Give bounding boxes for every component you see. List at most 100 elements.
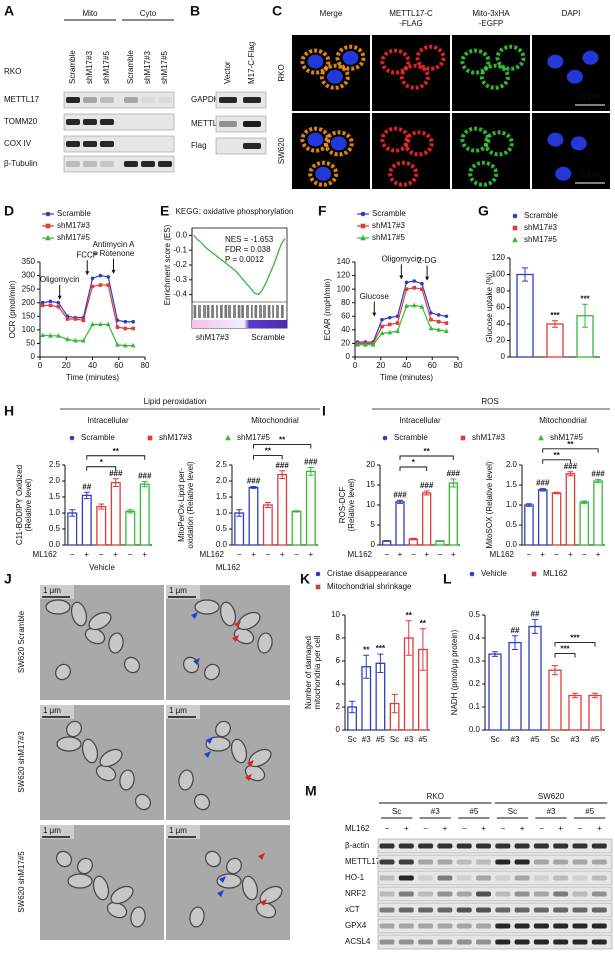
error-bar: [582, 303, 588, 328]
blot-band: [495, 923, 511, 929]
marker: [404, 280, 409, 285]
panel-label: C: [272, 3, 282, 19]
row-label: RKO: [277, 64, 286, 81]
y-tick-label: 15: [366, 480, 375, 489]
level-label: −: [500, 824, 505, 833]
blot-band: [83, 141, 97, 147]
cell-signal: [388, 160, 419, 187]
y-tick-label: 0.4: [469, 633, 481, 642]
marker: [105, 321, 111, 327]
error-bar: [349, 700, 356, 714]
legend-label: shM17#3: [372, 221, 405, 230]
annotation: Oligomycin: [40, 275, 80, 284]
row-label: RKO: [4, 67, 21, 76]
rank-bar: [192, 320, 287, 328]
cell-signal: [308, 160, 339, 187]
error-bar: [83, 491, 90, 500]
subgroup-label: Sc: [508, 807, 517, 816]
significance: ###: [138, 472, 152, 481]
y-tick-label: 80: [341, 298, 350, 307]
arrow-head: [372, 312, 377, 317]
bracket-label: **: [265, 447, 272, 456]
blot-band: [495, 843, 511, 849]
blot-band: [533, 843, 549, 849]
mitochondrion: [56, 736, 82, 752]
x-tick-label: #3: [362, 735, 371, 744]
x-tick-label: +: [540, 550, 545, 559]
treatment-label: ML162: [33, 550, 58, 559]
x-tick-label: +: [451, 550, 456, 559]
blot-band: [533, 923, 549, 929]
scale-bg: [166, 825, 200, 839]
blot-band: [533, 859, 549, 865]
blot-band: [83, 161, 97, 167]
marker: [444, 328, 449, 334]
y-tick-label: -0.4: [173, 290, 187, 299]
blot-band: [553, 859, 569, 865]
lane-label: shM17#5: [102, 51, 111, 84]
lane-label: shM17#5: [160, 51, 169, 84]
scale-bar-label: 20μm: [580, 170, 601, 179]
y-axis-label: OCR (pmol/min): [8, 280, 17, 338]
x-tick-label: −: [99, 550, 104, 559]
marker: [130, 342, 136, 348]
x-tick-label: −: [294, 550, 299, 559]
marker: [106, 283, 111, 287]
error-bar: [595, 478, 602, 484]
blot-strip: [215, 91, 267, 109]
bracket: [399, 466, 428, 471]
series-line: [357, 280, 447, 343]
level-label: −: [423, 824, 428, 833]
y-tick-label: 10: [331, 610, 340, 619]
significance: **: [363, 645, 370, 654]
y-tick-label: 2: [336, 702, 341, 711]
blot-band: [533, 939, 549, 945]
y-tick-label: 60: [341, 311, 350, 320]
bracket: [542, 459, 571, 464]
nucleus: [307, 132, 324, 147]
error-bar: [363, 654, 370, 679]
error-bar: [405, 620, 412, 656]
blot-band: [66, 161, 80, 167]
bracket: [399, 455, 454, 460]
series-line: [42, 284, 134, 330]
blot-band: [456, 923, 472, 929]
y-axis-label: (Relative level): [347, 478, 356, 531]
blot-band: [100, 161, 114, 167]
panel-label: G: [478, 203, 489, 219]
significance: ##: [511, 626, 520, 635]
x-tick-label: 40: [402, 361, 411, 370]
x-tick-label: −: [527, 550, 532, 559]
x-tick-label: 0: [353, 361, 358, 370]
mitochondrion: [108, 632, 124, 654]
blot-band: [572, 923, 588, 929]
mitochondrion: [81, 738, 99, 764]
blot-band: [398, 875, 414, 881]
blot-band: [572, 939, 588, 945]
mitochondrion: [70, 601, 88, 627]
nucleus: [315, 166, 332, 181]
blot-band: [398, 843, 414, 849]
subgroup-label: #5: [469, 807, 478, 816]
column-label: DAPI: [562, 9, 581, 18]
x-tick-label: −: [438, 550, 443, 559]
cell-signal: [483, 130, 514, 157]
y-tick-label: 100: [22, 325, 36, 334]
panel-label: J: [4, 571, 12, 587]
error-bar: [592, 692, 598, 699]
blot-band: [533, 907, 549, 913]
bracket-label: **: [553, 451, 560, 460]
marker: [419, 303, 425, 309]
blot-band: [514, 859, 530, 865]
blot-band: [418, 907, 434, 913]
marker: [404, 287, 409, 291]
bracket-label: **: [567, 440, 574, 449]
legend-label: Cristae disappearance: [327, 569, 408, 578]
blot-band: [398, 907, 414, 913]
blot-band: [66, 97, 80, 103]
micrograph: [452, 35, 530, 111]
column-label: Merge: [320, 9, 343, 18]
cell-signal: [399, 63, 430, 90]
y-tick-label: -0.2: [173, 260, 187, 269]
